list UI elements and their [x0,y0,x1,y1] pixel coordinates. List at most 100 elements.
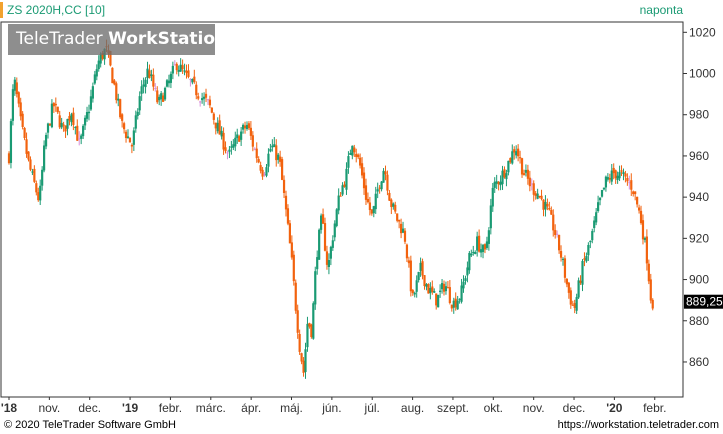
candle-body [35,183,38,193]
candle-body [142,84,145,87]
candle-body [37,192,40,201]
candle-body [64,125,67,132]
y-tick-label: 920 [689,231,709,245]
candle-body [384,171,387,175]
candle-body [604,176,608,188]
candle-body [452,300,455,308]
candle-body [163,87,167,100]
candle-body [476,236,479,251]
candle-body [230,146,233,148]
candle-body [160,93,163,100]
candle-body [394,204,397,212]
candle-body [282,179,286,193]
x-tick-label: ápr. [241,401,261,415]
x-tick-label: júl. [364,401,380,415]
x-tick-label: szept. [437,401,469,415]
candle-body [249,127,252,136]
candle-body [144,79,147,88]
candle-body [398,219,401,222]
candle-body [271,145,274,148]
candle-body [641,220,645,240]
candle-body [82,125,85,137]
candle-body [60,122,63,128]
candle-body [148,70,151,78]
candle-body [487,230,490,244]
candle-body [579,280,582,283]
website-link[interactable]: https://workstation.teletrader.com [557,419,719,431]
candle-body [169,73,173,83]
candle-body [632,191,635,195]
candle-body [440,283,444,290]
candle-body [618,172,621,179]
candle-body [130,145,133,147]
candle-body [150,74,153,76]
candle-body [454,298,457,308]
candle-body [388,192,391,201]
candle-body [308,323,311,327]
candle-body [78,138,81,140]
candle-body [569,290,572,305]
candle-body [204,93,208,98]
candle-body [565,278,568,285]
candle-body [526,169,529,179]
candle-body [263,173,266,175]
candle-body [167,80,171,84]
candle-body [587,244,590,256]
candle-body [637,207,641,211]
candle-body [109,51,112,66]
candle-body [134,115,137,129]
candle-body [462,281,465,289]
candle-body [290,242,293,258]
candle-body [199,101,202,103]
candle-body [85,112,89,119]
candle-body [124,131,128,139]
candle-body [222,132,225,150]
candle-body [15,82,18,95]
candle-body [154,88,157,90]
candle-body [89,96,93,110]
candle-body [259,165,262,171]
candle-body [437,294,440,308]
last-value-badge [684,294,723,309]
candle-body [87,111,91,114]
candle-body [567,282,570,293]
plot-border [0,21,684,398]
candle-body [245,124,249,129]
y-axis: 860 880 900 920 940 960 980 1000 1020 889,25 [683,25,723,369]
candle-body [390,199,393,208]
candle-body [232,144,235,148]
candle-body [456,300,459,310]
x-tick-label: okt. [484,401,503,415]
candle-body [288,223,292,244]
candle-body [321,214,325,224]
candle-body [312,303,315,339]
candle-body [17,92,20,104]
candle-body [265,167,268,176]
candle-body [277,154,280,160]
candle-body [44,134,48,147]
candle-body [600,190,604,197]
candle-body [54,103,57,106]
candle-body [337,195,340,211]
x-tick-label: febr. [159,401,182,415]
candle-body [614,170,617,179]
candle-body [405,244,409,259]
candle-body [595,212,598,223]
candle-body [329,246,332,259]
candle-body [19,102,22,117]
candle-body [212,113,215,120]
candle-body [548,208,551,210]
candle-body [421,261,424,276]
candle-body [335,209,338,226]
candle-body [472,251,475,254]
candle-body [518,157,522,159]
candle-body [80,135,83,139]
candle-body [538,196,541,198]
candle-body [433,291,436,293]
y-tick-label: 880 [689,314,709,328]
y-tick-label: 1020 [689,25,716,39]
candle-body [620,170,623,172]
candle-body [162,95,165,102]
candle-body [478,235,481,252]
